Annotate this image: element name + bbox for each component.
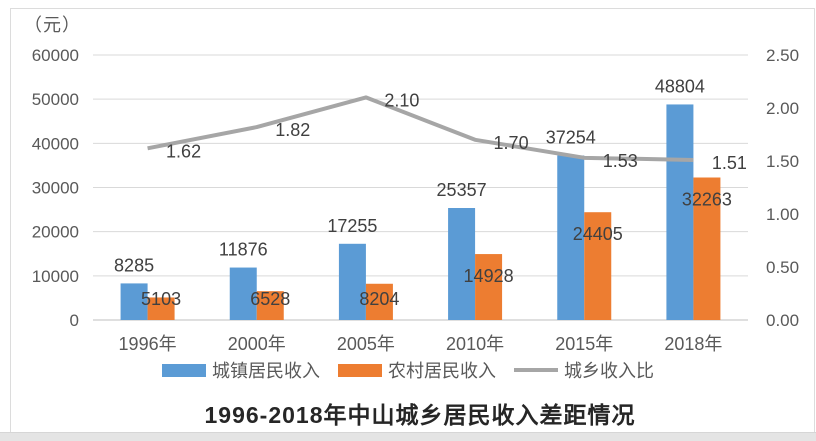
bottom-strip xyxy=(0,432,816,441)
legend-bar-swatch xyxy=(338,363,382,377)
x-axis-label: 2000年 xyxy=(228,334,286,354)
ratio-line-label: 1.53 xyxy=(603,151,638,171)
x-axis-label: 2018年 xyxy=(664,334,722,354)
ratio-line-label: 1.51 xyxy=(712,153,747,173)
ratio-line-label: 1.82 xyxy=(275,120,310,140)
ratio-line-label: 2.10 xyxy=(384,90,419,110)
left-axis-tick: 50000 xyxy=(32,90,79,109)
x-axis-label: 1996年 xyxy=(119,334,177,354)
chart-legend: 城镇居民收入 农村居民收入 城乡收入比 xyxy=(0,357,816,383)
bar-rural-income xyxy=(584,212,612,320)
legend-label: 城乡收入比 xyxy=(564,361,654,381)
left-axis-tick: 40000 xyxy=(32,134,79,153)
bar-rural-income xyxy=(365,283,393,320)
right-axis-tick: 1.50 xyxy=(766,152,799,171)
rural-bar-label: 8204 xyxy=(359,289,399,309)
left-axis-tick: 60000 xyxy=(32,46,79,65)
rural-bar-label: 14928 xyxy=(464,266,514,286)
bar-urban-income xyxy=(666,104,694,320)
urban-bar-label: 17255 xyxy=(327,216,377,236)
right-axis-tick: 0.00 xyxy=(766,311,799,330)
ratio-line-label: 1.62 xyxy=(166,141,201,161)
urban-bar-label: 25357 xyxy=(437,180,487,200)
urban-bar-label: 37254 xyxy=(546,127,596,147)
left-axis-tick: 20000 xyxy=(32,223,79,242)
rural-bar-label: 32263 xyxy=(682,190,732,210)
legend-bar-swatch xyxy=(162,363,206,377)
rural-bar-label: 5103 xyxy=(141,289,181,309)
legend-label: 农村居民收入 xyxy=(388,361,496,381)
bar-rural-income xyxy=(256,291,284,320)
rural-bar-label: 24405 xyxy=(573,224,623,244)
ratio-line xyxy=(147,95,694,162)
axis-unit-label: （元） xyxy=(24,15,81,35)
bar-rural-income xyxy=(147,297,175,320)
right-axis-tick: 2.00 xyxy=(766,99,799,118)
legend-label: 城镇居民收入 xyxy=(212,361,320,381)
legend-item: 农村居民收入 xyxy=(338,357,496,383)
ratio-line-label: 1.70 xyxy=(494,133,529,153)
right-axis-tick: 2.50 xyxy=(766,46,799,65)
legend-item: 城乡收入比 xyxy=(514,357,654,383)
right-axis-tick: 1.00 xyxy=(766,205,799,224)
bar-rural-income xyxy=(693,177,721,320)
right-axis-tick: 0.50 xyxy=(766,258,799,277)
left-axis-tick: 0 xyxy=(70,311,79,330)
left-axis-tick: 10000 xyxy=(32,267,79,286)
urban-bar-label: 8285 xyxy=(114,255,154,275)
x-axis-label: 2005年 xyxy=(337,334,395,354)
bar-urban-income xyxy=(448,208,476,320)
x-axis-label: 2015年 xyxy=(555,334,613,354)
urban-bar-label: 48804 xyxy=(655,76,705,96)
x-axis-label: 2010年 xyxy=(446,334,504,354)
bar-urban-income xyxy=(229,267,257,320)
urban-bar-label: 11876 xyxy=(219,240,268,260)
legend-line-swatch xyxy=(514,368,558,372)
bar-urban-income xyxy=(557,155,585,320)
legend-item: 城镇居民收入 xyxy=(162,357,320,383)
chart-title: 1996-2018年中山城乡居民收入差距情况 xyxy=(204,402,636,428)
bar-urban-income xyxy=(120,283,148,320)
bar-urban-income xyxy=(338,243,366,320)
bar-rural-income xyxy=(475,254,503,320)
rural-bar-label: 6528 xyxy=(250,289,290,309)
left-axis-tick: 30000 xyxy=(32,179,79,198)
